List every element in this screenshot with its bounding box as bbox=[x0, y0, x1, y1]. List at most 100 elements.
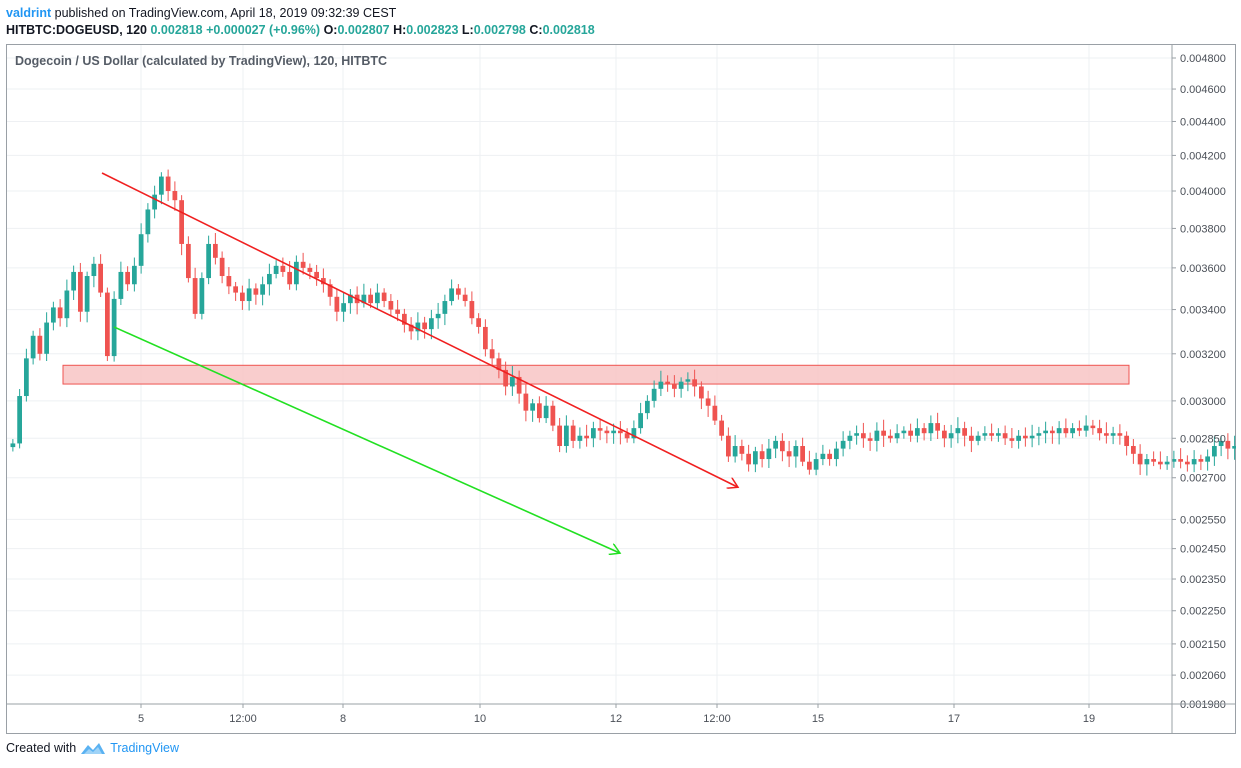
candle-body bbox=[564, 425, 569, 447]
candle bbox=[1191, 450, 1197, 473]
price-tick-label: 0.002060 bbox=[1180, 670, 1226, 682]
candle-body bbox=[834, 448, 839, 460]
candle bbox=[24, 348, 29, 402]
candle bbox=[388, 294, 394, 317]
candle bbox=[489, 338, 495, 367]
candle-body bbox=[57, 307, 63, 319]
candle-body bbox=[915, 428, 920, 436]
candle bbox=[1050, 426, 1055, 444]
candle-body bbox=[800, 446, 805, 462]
candle bbox=[57, 299, 63, 327]
candle bbox=[739, 439, 745, 461]
candle-body bbox=[1050, 430, 1055, 434]
trendlines[interactable] bbox=[101, 172, 738, 553]
candle-body bbox=[37, 335, 43, 354]
candle bbox=[111, 291, 117, 362]
candle bbox=[118, 261, 124, 306]
candle bbox=[91, 256, 97, 288]
candle bbox=[1056, 421, 1062, 445]
candle bbox=[584, 424, 589, 447]
candle-body bbox=[51, 307, 56, 323]
candle-body bbox=[402, 313, 407, 325]
candle bbox=[1023, 427, 1028, 447]
candle bbox=[564, 415, 569, 453]
candle-body bbox=[1158, 461, 1163, 465]
open-label: O: bbox=[323, 23, 338, 37]
candle-body bbox=[820, 453, 826, 460]
candle-body bbox=[726, 435, 731, 457]
candle-body bbox=[678, 381, 684, 389]
candle-body bbox=[793, 446, 799, 457]
candle-body bbox=[1131, 446, 1136, 454]
candle-body bbox=[773, 440, 778, 449]
chart-container[interactable]: 0.004800 0.004600 0.004400 0.004200 0.004000… bbox=[6, 44, 1241, 734]
candle-body bbox=[1171, 459, 1177, 462]
candle-body bbox=[300, 261, 306, 268]
candle bbox=[1131, 439, 1136, 464]
candle-body bbox=[908, 430, 913, 436]
candle-body bbox=[719, 420, 724, 436]
candle bbox=[125, 266, 130, 291]
candle-body bbox=[84, 276, 90, 312]
candle-body bbox=[786, 451, 792, 457]
price-axis[interactable]: 0.004800 0.004600 0.004400 0.004200 0.004000… bbox=[1171, 44, 1226, 734]
candle-body bbox=[813, 459, 819, 470]
candle-body bbox=[874, 430, 880, 441]
candle bbox=[813, 452, 819, 476]
candle-body bbox=[1117, 433, 1123, 436]
open-value: 0.002807 bbox=[337, 23, 390, 37]
candle-body bbox=[240, 292, 245, 302]
candle-body bbox=[280, 265, 286, 272]
publish-date: published on TradingView.com, April 18, … bbox=[54, 6, 397, 20]
candle-body bbox=[132, 265, 137, 285]
candle bbox=[17, 389, 22, 449]
tradingview-brand[interactable]: TradingView bbox=[110, 741, 179, 755]
candle bbox=[381, 288, 387, 308]
candle-body bbox=[1232, 446, 1237, 449]
candle-body bbox=[165, 176, 171, 192]
candle bbox=[665, 375, 670, 392]
candle bbox=[30, 330, 36, 365]
author-link[interactable]: valdrint bbox=[6, 6, 52, 20]
candle bbox=[618, 421, 623, 445]
price-tick-label: 0.003800 bbox=[1180, 223, 1226, 235]
candle-body bbox=[442, 301, 448, 314]
candle-body bbox=[699, 386, 704, 399]
candle bbox=[658, 370, 664, 397]
candle-body bbox=[469, 301, 475, 319]
resistance-zone-rect[interactable] bbox=[62, 364, 1130, 385]
candle bbox=[955, 417, 961, 444]
price-change: +0.000027 (+0.96%) bbox=[206, 23, 321, 37]
candle-body bbox=[537, 403, 542, 419]
candle bbox=[165, 169, 171, 202]
candle bbox=[766, 438, 772, 468]
candle bbox=[260, 276, 265, 306]
price-tick-label: 0.002450 bbox=[1180, 544, 1226, 556]
candle bbox=[1137, 444, 1143, 475]
red-trendline[interactable] bbox=[101, 172, 738, 487]
candle-body bbox=[665, 381, 670, 385]
candle-body bbox=[1225, 440, 1231, 449]
candle bbox=[942, 424, 947, 448]
price-tick-label: 0.004400 bbox=[1180, 116, 1226, 128]
candle-body bbox=[476, 318, 481, 327]
candle bbox=[928, 415, 934, 441]
candle-body bbox=[550, 405, 556, 426]
candle-body bbox=[881, 430, 886, 436]
candle bbox=[219, 251, 225, 284]
candle-body bbox=[78, 271, 83, 312]
candle-body bbox=[1198, 459, 1204, 462]
candle bbox=[327, 279, 333, 306]
candle-body bbox=[17, 396, 22, 444]
green-trendline[interactable] bbox=[113, 326, 620, 553]
candle-body bbox=[638, 413, 643, 429]
time-axis[interactable]: 5 12:00 8 10 12 12:00 15 17 19 bbox=[6, 703, 1236, 725]
candle-body bbox=[294, 261, 299, 285]
candle-body bbox=[1205, 456, 1210, 462]
candle bbox=[793, 440, 799, 468]
price-tick-label: 0.003400 bbox=[1180, 305, 1226, 317]
candle bbox=[435, 302, 441, 329]
price-chart[interactable]: 0.004800 0.004600 0.004400 0.004200 0.004000… bbox=[6, 44, 1241, 734]
candle bbox=[1077, 420, 1082, 437]
resistance-zone[interactable] bbox=[62, 364, 1130, 385]
